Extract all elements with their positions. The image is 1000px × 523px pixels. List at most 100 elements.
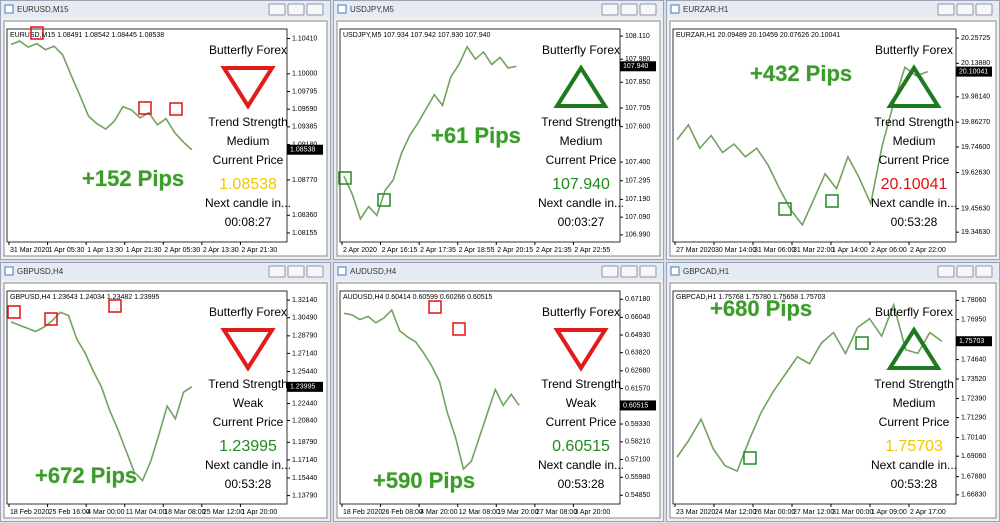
title-bar [1, 263, 330, 280]
title-bar [334, 1, 663, 18]
plot-frame [672, 290, 957, 505]
window-icon [670, 4, 680, 14]
trend-strength: Medium [893, 134, 936, 148]
chart-window: AUDUSD,H4 AUDUSD,H4 0.60414 0.60599 0.602… [333, 262, 664, 522]
trend-label: Trend Strength [208, 377, 288, 391]
brand: Butterfly Forex [875, 43, 953, 57]
price-line [10, 311, 193, 482]
x-tick-label: 27 Mar 08:00 [536, 509, 577, 516]
next-candle-label: Next candle in... [205, 196, 291, 210]
candle-timer: 00:53:28 [891, 215, 938, 229]
y-tick-label: 1.70140 [961, 434, 986, 441]
current-price: 1.23995 [219, 438, 277, 455]
chart-window: GBPCAD,H1 GBPCAD,H1 1.75768 1.75780 1.756… [666, 262, 1000, 522]
window-button-max[interactable] [956, 265, 974, 278]
price-tag-label: 20.10041 [959, 68, 988, 75]
window-button-min[interactable] [937, 3, 955, 16]
title-bar [334, 263, 663, 280]
window-button-min[interactable] [268, 3, 286, 16]
price-tag-label: 1.23995 [290, 384, 315, 391]
x-tick-label: 1 Apr 05:30 [49, 247, 85, 254]
window-title: GBPCAD,H1 [683, 267, 730, 276]
window-button-min[interactable] [268, 265, 286, 278]
x-tick-label: 26 Feb 08:00 [382, 509, 423, 516]
chart-area [336, 282, 661, 519]
signal-box [108, 299, 122, 313]
y-tick-label: 1.28790 [292, 333, 317, 340]
next-candle-label: Next candle in... [871, 458, 957, 472]
window-button-min[interactable] [937, 265, 955, 278]
chart-window: USDJPY,M5 USDJPY,M5 107.934 107.942 107.9… [333, 0, 664, 260]
current-price: 20.10041 [881, 176, 948, 193]
trend-triangle [220, 328, 276, 372]
y-tick-label: 1.69060 [961, 453, 986, 460]
chart-area [669, 282, 997, 519]
trend-strength: Weak [566, 396, 597, 410]
window-title: AUDUSD,H4 [350, 267, 397, 276]
trend-triangle [886, 326, 942, 370]
window-button-close[interactable] [975, 265, 993, 278]
y-tick-label: 0.64930 [625, 332, 650, 339]
x-tick-label: 31 Mar 2020 [10, 247, 49, 254]
title-bar [667, 1, 999, 18]
y-tick-label: 107.400 [625, 159, 650, 166]
y-tick-label: 1.10410 [292, 35, 317, 42]
pips-result: +432 Pips [750, 61, 852, 86]
plot-frame [672, 28, 957, 243]
x-tick-label: 2 Apr 22:55 [574, 247, 610, 254]
window-button-min[interactable] [601, 265, 619, 278]
signal-box [169, 102, 183, 116]
next-candle-label: Next candle in... [205, 458, 291, 472]
y-tick-label: 1.72390 [961, 395, 986, 402]
window-button-close[interactable] [306, 265, 324, 278]
signal-box [377, 193, 391, 207]
price-tag [287, 144, 323, 155]
y-tick-label: 1.13790 [292, 492, 317, 499]
price-tag-label: 0.60515 [623, 402, 648, 409]
plot-frame [339, 28, 621, 243]
window-button-close[interactable] [639, 265, 657, 278]
brand: Butterfly Forex [542, 43, 620, 57]
window-title: GBPUSD,H4 [17, 267, 64, 276]
x-tick-label: 1 Apr 20:00 [241, 509, 277, 516]
y-tick-label: 0.61570 [625, 385, 650, 392]
y-tick-label: 0.67180 [625, 296, 650, 303]
candle-timer: 00:08:27 [225, 215, 272, 229]
window-button-close[interactable] [306, 3, 324, 16]
x-tick-label: 31 Mar 00:00 [832, 509, 873, 516]
window-button-close[interactable] [975, 3, 993, 16]
y-tick-label: 1.08770 [292, 177, 317, 184]
window-button-min[interactable] [601, 3, 619, 16]
chart-area [3, 282, 328, 519]
window-button-max[interactable] [287, 265, 305, 278]
price-tag [956, 336, 992, 347]
window-button-max[interactable] [620, 265, 638, 278]
price-tag-label: 1.08538 [290, 147, 315, 154]
x-tick-label: 2 Apr 16:15 [382, 247, 418, 254]
y-tick-label: 20.13880 [961, 60, 990, 67]
y-tick-label: 107.295 [625, 178, 650, 185]
signal-box [452, 322, 466, 336]
window-button-max[interactable] [287, 3, 305, 16]
trend-label: Trend Strength [874, 377, 954, 391]
candle-timer: 00:03:27 [558, 215, 605, 229]
window-button-max[interactable] [620, 3, 638, 16]
y-tick-label: 19.98140 [961, 94, 990, 101]
signal-box [743, 451, 757, 465]
trend-label: Trend Strength [541, 115, 621, 129]
y-tick-label: 1.08360 [292, 212, 317, 219]
y-tick-label: 1.20840 [292, 417, 317, 424]
plot-frame [6, 290, 288, 505]
y-tick-label: 1.22440 [292, 400, 317, 407]
window-button-close[interactable] [639, 3, 657, 16]
x-tick-label: 1 Apr 14:00 [832, 247, 868, 254]
price-label: Current Price [879, 153, 950, 167]
y-tick-label: 107.600 [625, 123, 650, 130]
x-tick-label: 26 Mar 00:00 [754, 509, 795, 516]
window-button-max[interactable] [956, 3, 974, 16]
x-tick-label: 2 Apr 2020 [343, 247, 377, 254]
window-title: EURZAR,H1 [683, 5, 729, 14]
trend-label: Trend Strength [541, 377, 621, 391]
y-tick-label: 1.10000 [292, 71, 317, 78]
y-tick-label: 1.25440 [292, 368, 317, 375]
